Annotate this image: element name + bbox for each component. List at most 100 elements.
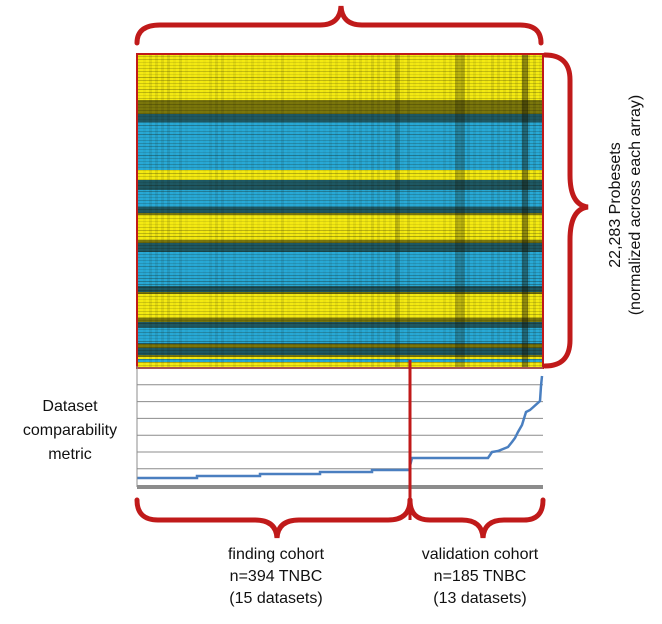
heatmap-band	[449, 54, 452, 368]
heatmap-band	[407, 54, 410, 368]
heatmap-band	[137, 125, 543, 126]
heatmap-band	[137, 110, 543, 111]
heatmap-band	[137, 77, 543, 78]
heatmap-band	[137, 278, 543, 279]
heatmap-band	[137, 215, 543, 216]
heatmap-band	[497, 54, 500, 368]
heatmap-band	[455, 54, 458, 368]
heatmap-band	[203, 54, 206, 368]
heatmap-band	[395, 54, 400, 368]
metric-gridlines	[137, 367, 543, 470]
heatmap-band	[137, 290, 543, 291]
heatmap-band	[137, 83, 543, 84]
heatmap-band	[137, 356, 543, 357]
heatmap-band	[191, 54, 194, 368]
heatmap-band	[137, 86, 543, 87]
heatmap-band	[137, 65, 543, 66]
heatmap-band	[137, 161, 543, 162]
right-brace	[542, 52, 589, 369]
heatmap-band	[323, 54, 326, 368]
heatmap-band	[227, 54, 230, 368]
heatmap-band	[185, 54, 188, 368]
heatmap-band	[137, 170, 543, 171]
heatmap-band	[137, 359, 543, 360]
heatmap-band	[137, 74, 543, 75]
heatmap-band	[137, 128, 543, 129]
heatmap-band	[401, 54, 404, 368]
heatmap-band	[137, 71, 543, 72]
heatmap-band	[137, 240, 543, 252]
heatmap-band	[137, 314, 543, 315]
heatmap-band	[221, 54, 224, 368]
heatmap-band	[155, 54, 158, 368]
heatmap-band	[137, 212, 543, 213]
heatmap-band	[443, 54, 446, 368]
heatmap-band	[137, 188, 543, 189]
heatmap-band	[137, 213, 543, 243]
heatmap-band	[137, 293, 543, 294]
heatmap-band	[479, 54, 482, 368]
heatmap-band	[137, 100, 543, 122]
heatmap-band	[137, 209, 543, 210]
heatmap-band	[137, 320, 543, 321]
probesets-label-line1: 22,283 Probesets	[607, 142, 624, 268]
heatmap	[136, 53, 544, 369]
heatmap-band	[167, 54, 170, 368]
heatmap-band	[137, 224, 543, 225]
heatmap-band	[137, 275, 543, 276]
heatmap-band	[137, 101, 543, 102]
heatmap-band	[359, 54, 362, 368]
heatmap-band	[137, 266, 543, 267]
heatmap-band	[137, 251, 543, 252]
heatmap-band	[137, 287, 543, 288]
heatmap-band	[137, 206, 543, 207]
heatmap-band	[137, 182, 543, 183]
heatmap-band	[137, 318, 543, 328]
heatmap-band	[137, 155, 543, 156]
heatmap-band	[137, 353, 543, 354]
heatmap-band	[137, 323, 543, 324]
heatmap-band	[137, 343, 543, 357]
heatmap-band	[137, 191, 543, 192]
heatmap-band	[137, 281, 543, 282]
heatmap-band	[377, 54, 380, 368]
heatmap-band	[137, 68, 543, 69]
heatmap-band	[137, 137, 543, 138]
heatmap-band	[137, 272, 543, 273]
heatmap-band	[137, 80, 543, 81]
heatmap-band	[137, 149, 543, 150]
heatmap-band	[539, 54, 542, 368]
heatmap-band	[137, 140, 543, 141]
heatmap-band	[419, 54, 422, 368]
heatmap-band	[137, 230, 543, 231]
heatmap-band	[137, 218, 543, 219]
heatmap-band	[137, 245, 543, 246]
heatmap-band	[137, 308, 543, 309]
heatmap-band	[137, 164, 543, 165]
heatmap-band	[209, 54, 212, 368]
heatmap-band	[137, 317, 543, 318]
heatmap-band	[491, 54, 494, 368]
heatmap-band	[383, 54, 386, 368]
heatmap-band	[143, 54, 146, 368]
heatmap-band	[137, 236, 543, 237]
heatmap-band	[137, 176, 543, 177]
heatmap-band	[137, 116, 543, 117]
heatmap-band	[413, 54, 416, 368]
finding-cohort-datasets: (15 datasets)	[229, 590, 323, 607]
heatmap-band	[305, 54, 308, 368]
heatmap-band	[215, 54, 218, 368]
heatmap-band	[425, 54, 428, 368]
heatmap-band	[137, 239, 543, 240]
heatmap-band	[173, 54, 176, 368]
heatmap-band	[137, 180, 543, 190]
heatmap-band	[431, 54, 434, 368]
heatmap-band	[503, 54, 506, 368]
heatmap-band	[137, 152, 543, 153]
heatmap-band	[137, 98, 543, 99]
heatmap-band	[335, 54, 338, 368]
heatmap-band	[341, 54, 344, 368]
heatmap-band	[137, 338, 543, 339]
heatmap-band	[461, 54, 464, 368]
heatmap-band	[137, 203, 543, 204]
